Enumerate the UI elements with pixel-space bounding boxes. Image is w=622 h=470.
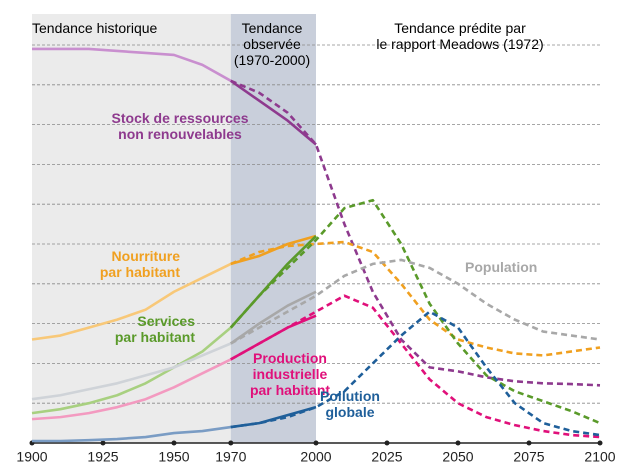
period-band: [316, 14, 600, 443]
x-tick: [313, 440, 319, 446]
observed-line: [32, 425, 231, 443]
series-label: Stock de ressources non renouvelables: [111, 110, 249, 142]
series-label: Nourriture par habitant: [99, 248, 180, 280]
observed-line: [31, 262, 232, 341]
observed-line: [230, 314, 317, 361]
predicted-line: [230, 294, 601, 439]
x-tick: [526, 440, 532, 446]
predicted-line: [230, 240, 601, 357]
period-header: Tendance prédite par le rapport Meadows …: [376, 20, 544, 52]
x-tick-label: 1900: [16, 449, 47, 465]
observed-line: [31, 326, 232, 415]
x-tick-label: 1925: [87, 449, 118, 465]
period-header: Tendance historique: [32, 20, 158, 36]
period-header: Tendance observée (1970-2000): [233, 20, 311, 68]
observed-line: [230, 290, 317, 345]
predicted-line: [230, 79, 601, 387]
observed-line: [32, 47, 232, 82]
series-label: Services par habitant: [114, 313, 195, 345]
x-tick: [228, 440, 234, 446]
x-tick: [384, 440, 390, 446]
x-tick: [171, 440, 177, 446]
period-band: [32, 14, 231, 443]
x-tick-label: 1950: [158, 449, 189, 465]
x-tick: [597, 440, 603, 446]
observed-line: [31, 342, 232, 401]
observed-line: [31, 358, 232, 421]
predicted-line: [230, 258, 601, 345]
x-tick-label: 2025: [371, 449, 402, 465]
x-tick: [455, 440, 461, 446]
x-tick: [100, 440, 106, 446]
x-tick-label: 2100: [584, 449, 615, 465]
observed-line: [230, 79, 317, 146]
series-label: Production industrielle par habitant: [249, 350, 331, 398]
predicted-line: [230, 310, 601, 437]
predicted-line: [229, 198, 601, 425]
x-tick-label: 2050: [442, 449, 473, 465]
series-label: Population: [465, 259, 538, 275]
x-tick-label: 2075: [513, 449, 544, 465]
series-label: Pollution globale: [320, 388, 380, 420]
x-tick-label: 2000: [300, 449, 331, 465]
x-tick-label: 1970: [215, 449, 246, 465]
